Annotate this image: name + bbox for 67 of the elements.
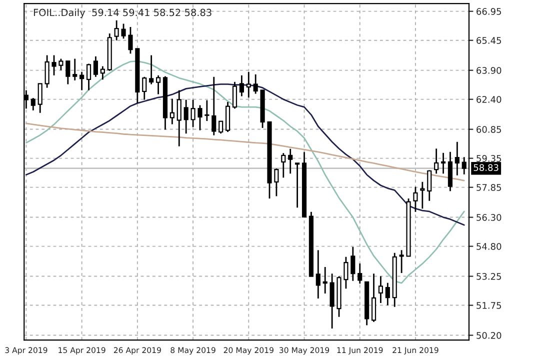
y-tick-label: 56.30 — [476, 214, 502, 221]
candlestick — [66, 60, 70, 85]
candlestick — [149, 54, 154, 85]
candlestick — [434, 148, 439, 174]
candlestick — [212, 76, 216, 136]
candlestick — [190, 99, 196, 128]
candlestick — [128, 26, 133, 54]
candlestick — [72, 58, 78, 82]
candlestick — [330, 272, 334, 330]
candlestick — [156, 74, 161, 95]
candlestick — [204, 100, 210, 122]
candlestick — [274, 168, 279, 197]
candlestick — [226, 101, 230, 133]
candlestick — [93, 56, 98, 78]
candlestick — [462, 156, 466, 176]
candlestick — [371, 272, 376, 323]
y-tick-label: 60.85 — [476, 126, 501, 133]
candlestick — [420, 181, 425, 210]
y-tick-label: 50.20 — [476, 332, 502, 339]
candlestick — [142, 76, 147, 100]
candlestick — [30, 97, 36, 112]
candlestick — [281, 152, 286, 178]
y-tick-label: 66.95 — [476, 8, 501, 15]
candlestick — [121, 23, 126, 40]
line-series — [26, 84, 465, 226]
candlestick — [86, 63, 92, 91]
candlestick — [295, 162, 300, 208]
candlestick — [80, 71, 84, 91]
candlestick — [454, 141, 460, 176]
y-tick-label: 57.85 — [476, 184, 501, 191]
candlestick — [358, 262, 362, 284]
text: FOIL..Daily 59.14 59.41 58.52 58.83 — [34, 8, 212, 18]
candlestick — [399, 249, 404, 274]
candlestick — [52, 54, 56, 76]
candlestick — [350, 246, 356, 282]
candlestick — [385, 282, 390, 306]
y-tick-label: 65.45 — [476, 37, 501, 44]
candlestick — [38, 82, 42, 114]
candlestick — [184, 99, 188, 134]
y-tick-label: 53.25 — [476, 273, 501, 280]
candlestick — [100, 66, 105, 80]
candlestick — [239, 74, 244, 97]
candlestick — [114, 20, 119, 42]
y-tick-label: 51.75 — [476, 302, 501, 309]
candlestick — [316, 249, 320, 300]
candlestick — [322, 266, 328, 294]
line-series — [26, 60, 465, 284]
ref-line-label: 58.83 — [474, 164, 498, 171]
candlestick — [198, 104, 202, 131]
y-tick-label: 59.35 — [476, 155, 501, 162]
candlestick — [44, 54, 50, 88]
candlestick — [253, 74, 258, 94]
candlestick — [288, 148, 293, 174]
y-tick-label: 54.80 — [476, 243, 502, 250]
candlestick — [176, 90, 182, 148]
candlestick — [246, 71, 251, 98]
candlestick — [427, 170, 432, 202]
candlestick — [232, 81, 238, 110]
candlestick — [440, 152, 446, 174]
y-tick-label: 62.40 — [476, 96, 502, 103]
candlestick — [218, 120, 224, 134]
candlestick — [58, 58, 64, 71]
candlestick — [378, 276, 384, 304]
candlestick — [170, 98, 174, 125]
candlestick — [344, 256, 348, 290]
candlestick — [413, 186, 418, 213]
y-tick-label: 63.90 — [476, 67, 502, 74]
